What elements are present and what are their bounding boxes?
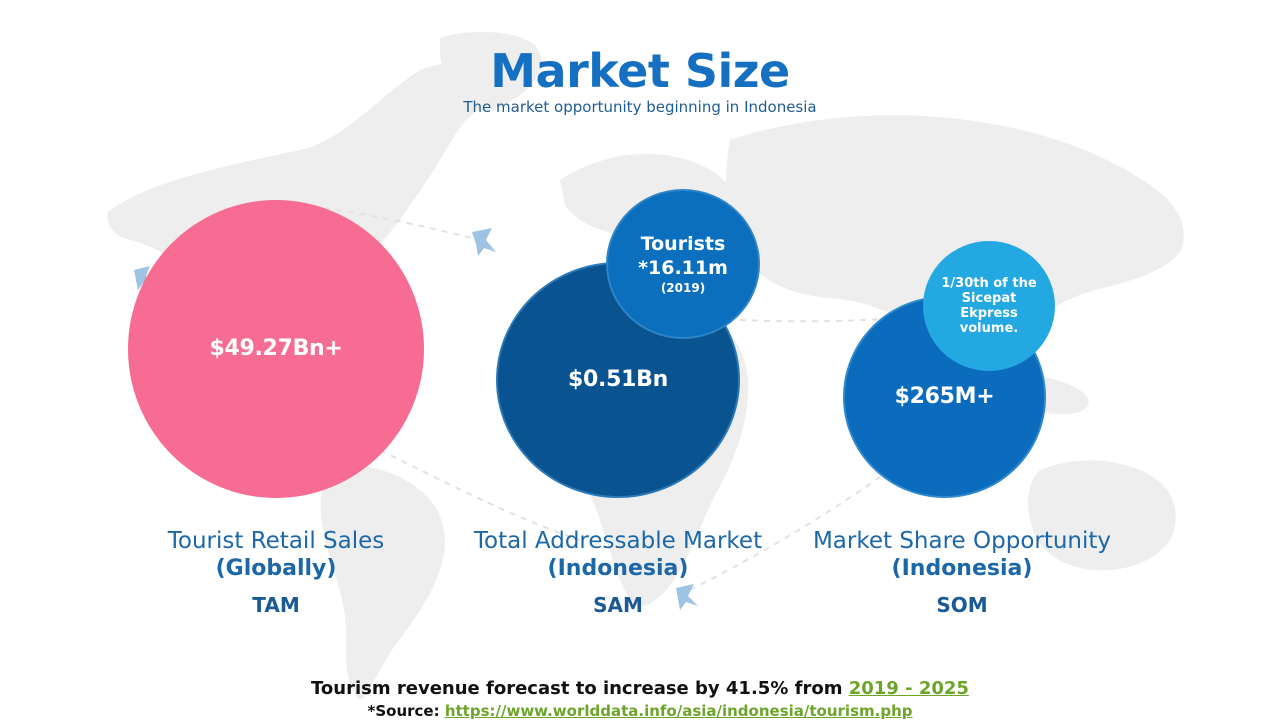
sam-acronym: SAM	[593, 593, 643, 617]
map-greenland	[440, 31, 542, 111]
sam-label-block: Total Addressable Market (Indonesia) SAM	[448, 527, 788, 617]
tam-name: Tourist Retail Sales	[167, 528, 385, 554]
sam-name: Total Addressable Market	[473, 528, 763, 554]
tam-label-block: Tourist Retail Sales (Globally) TAM	[106, 527, 446, 617]
map-route-line	[739, 317, 901, 323]
page-title: Market Size	[490, 44, 790, 98]
som-name: Market Share Opportunity	[812, 528, 1112, 554]
map-route-line	[379, 449, 581, 541]
forecast-line: Tourism revenue forecast to increase by …	[0, 677, 1280, 701]
source-line: *Source: https://www.worlddata.info/asia…	[0, 701, 1280, 720]
plane-icon	[676, 584, 698, 610]
page-subtitle: The market opportunity beginning in Indo…	[463, 98, 817, 116]
som-acronym: SOM	[936, 593, 988, 617]
sam-bubble-year: (2019)	[660, 281, 706, 295]
sam-bubble-title: Tourists	[640, 233, 726, 255]
map-asia	[726, 115, 1184, 345]
source-link[interactable]: https://www.worlddata.info/asia/indonesi…	[444, 702, 913, 720]
tam-circle: $49.27Bn+	[128, 200, 424, 498]
source-label: *Source:	[367, 702, 440, 720]
tam-value: $49.27Bn+	[209, 336, 343, 361]
map-route-line	[689, 469, 891, 591]
sam-bubble-number: *16.11m	[638, 257, 728, 279]
plane-icon	[472, 228, 496, 256]
sam-tourists-bubble: Tourists *16.11m (2019)	[606, 189, 760, 339]
map-australia	[1028, 460, 1176, 571]
som-bubble-note: 1/30th of the Sicepat Ekpress volume.	[941, 276, 1037, 336]
tam-acronym: TAM	[252, 593, 300, 617]
sam-region: (Indonesia)	[547, 556, 689, 581]
forecast-text: Tourism revenue forecast to increase by …	[311, 678, 843, 699]
som-value: $265M+	[894, 384, 995, 409]
tam-region: (Globally)	[215, 556, 337, 581]
som-note-bubble: 1/30th of the Sicepat Ekpress volume.	[923, 241, 1055, 371]
sam-value: $0.51Bn	[568, 367, 668, 392]
forecast-period-link[interactable]: 2019 - 2025	[848, 678, 969, 699]
som-label-block: Market Share Opportunity (Indonesia) SOM	[792, 527, 1132, 617]
som-region: (Indonesia)	[891, 556, 1033, 581]
map-south-america	[320, 466, 445, 700]
